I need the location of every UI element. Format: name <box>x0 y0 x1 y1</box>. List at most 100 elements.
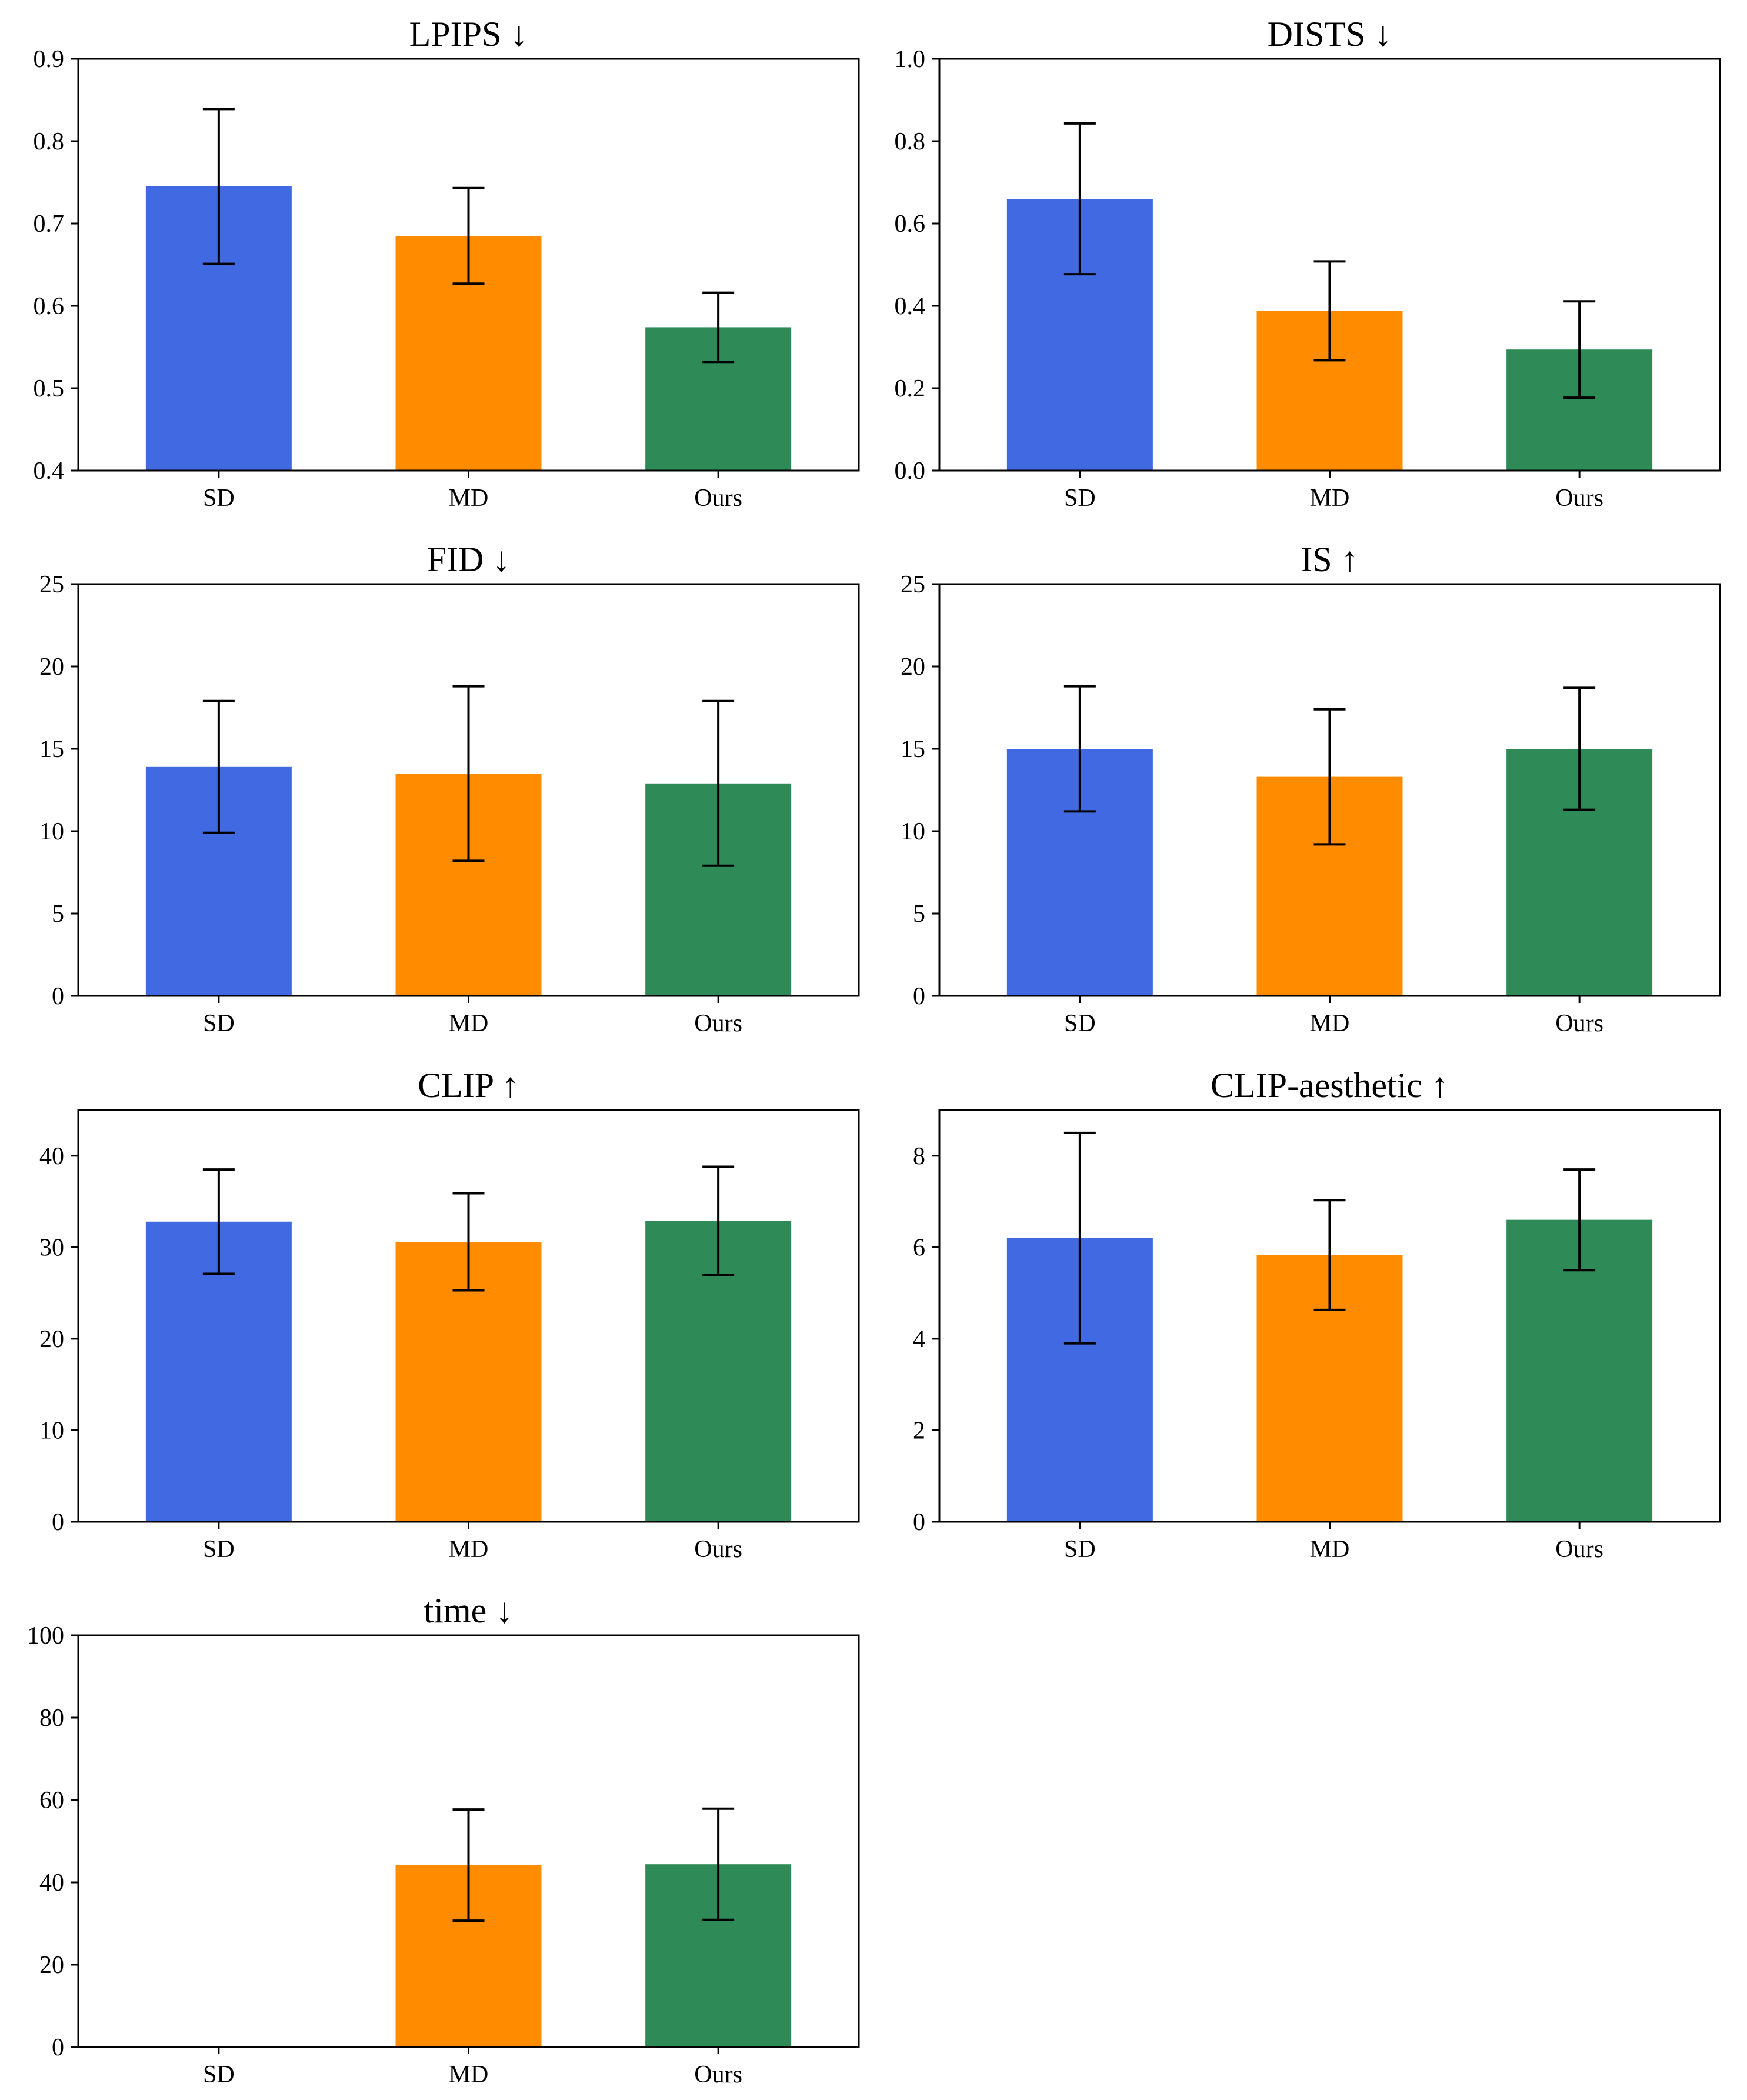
y-tick-label: 30 <box>39 1234 64 1261</box>
y-tick-label: 25 <box>901 571 925 598</box>
panel-title: DISTS ↓ <box>1268 15 1392 54</box>
y-tick-label: 2 <box>913 1417 925 1444</box>
y-tick-label: 0.7 <box>34 211 65 238</box>
y-tick-label: 20 <box>39 1952 64 1979</box>
y-tick-label: 8 <box>913 1143 925 1170</box>
error-bar-sd <box>1063 1131 1096 1345</box>
y-tick-label: 4 <box>913 1326 925 1353</box>
y-tick-label: 40 <box>39 1143 64 1170</box>
y-tick-label: 0.8 <box>895 128 926 155</box>
panel-title: LPIPS ↓ <box>409 15 528 54</box>
y-tick-label: 0.4 <box>34 458 65 485</box>
y-tick-label: 15 <box>901 736 925 763</box>
y-tick-label: 20 <box>901 654 925 681</box>
y-tick-label: 20 <box>39 654 64 681</box>
panel-is: IS ↑ SD MD Ours 0 5 10 15 20 25 <box>901 540 1721 1037</box>
y-tick-label: 0 <box>913 983 925 1010</box>
axes-frame <box>77 1109 860 1523</box>
x-tick-label: Ours <box>1555 485 1603 512</box>
x-tick-label: MD <box>1310 485 1350 512</box>
x-tick-label: MD <box>449 2061 489 2088</box>
x-tick-label: MD <box>1310 1010 1350 1037</box>
axes-frame <box>938 58 1721 472</box>
error-bar-md <box>1313 708 1346 846</box>
x-tick-label: Ours <box>694 1010 742 1037</box>
panel-title: CLIP-aesthetic ↑ <box>1211 1066 1449 1105</box>
panel-time: time ↓ SD MD Ours 0 20 40 60 80 100 <box>27 1591 860 2088</box>
error-bar-md <box>452 186 485 285</box>
y-tick-label: 0.6 <box>895 211 926 238</box>
y-tick-label: 5 <box>913 901 925 928</box>
x-tick-label: SD <box>203 1010 235 1037</box>
x-tick-label: SD <box>1064 1536 1096 1563</box>
error-bar-ours <box>702 291 735 364</box>
axes-frame <box>938 1109 1721 1523</box>
panel-clip: CLIP ↑ SD MD Ours 0 10 20 30 40 <box>39 1066 860 1563</box>
y-tick-label: 0.8 <box>34 128 65 155</box>
error-bar-md <box>1313 260 1346 362</box>
x-tick-label: MD <box>449 485 489 512</box>
x-tick-label: SD <box>203 2061 235 2088</box>
y-tick-label: 0.6 <box>34 293 65 320</box>
error-bar-sd <box>1063 685 1096 813</box>
panel-title: CLIP ↑ <box>418 1066 519 1105</box>
error-bar-ours <box>1563 1168 1596 1272</box>
error-bar-sd <box>202 108 235 265</box>
y-tick-label: 6 <box>913 1234 925 1261</box>
error-bar-ours <box>702 1807 735 1921</box>
y-tick-label: 25 <box>39 571 64 598</box>
y-tick-label: 100 <box>27 1622 64 1649</box>
error-bar-sd <box>202 699 235 834</box>
y-tick-label: 1.0 <box>895 46 926 73</box>
panel-title: IS ↑ <box>1301 540 1358 579</box>
axes-frame <box>77 583 860 997</box>
x-tick-label: Ours <box>1555 1010 1603 1037</box>
y-tick-label: 5 <box>52 901 64 928</box>
y-tick-label: 10 <box>39 818 64 845</box>
axes-frame <box>77 58 860 472</box>
error-bar-sd <box>1063 122 1096 276</box>
error-bar-md <box>452 685 485 862</box>
axes-frame <box>938 583 1721 997</box>
y-tick-label: 10 <box>39 1417 64 1444</box>
x-tick-label: SD <box>203 1536 235 1563</box>
y-tick-label: 40 <box>39 1869 64 1896</box>
y-tick-label: 0 <box>52 1509 64 1536</box>
y-tick-label: 0.2 <box>895 375 926 402</box>
x-tick-label: SD <box>1064 485 1096 512</box>
x-tick-label: SD <box>203 485 235 512</box>
x-tick-label: Ours <box>694 1536 742 1563</box>
y-tick-label: 0 <box>52 983 64 1010</box>
y-tick-label: 0.5 <box>34 375 65 402</box>
y-tick-label: 0.4 <box>895 293 926 320</box>
error-bar-md <box>452 1192 485 1292</box>
y-tick-label: 80 <box>39 1705 64 1732</box>
error-bar-ours <box>702 1165 735 1276</box>
error-bar-md <box>452 1808 485 1922</box>
y-tick-label: 0.9 <box>34 46 65 73</box>
panel-clip-aesthetic: CLIP-aesthetic ↑ SD MD Ours 0 2 4 6 8 <box>913 1066 1721 1563</box>
y-tick-label: 0 <box>913 1509 925 1536</box>
y-tick-label: 10 <box>901 818 925 845</box>
panel-lpips: LPIPS ↓ SD MD Ours 0.4 0.5 0.6 0.7 0.8 0.9 <box>34 15 860 512</box>
x-tick-label: MD <box>1310 1536 1350 1563</box>
error-bar-ours <box>1563 300 1596 399</box>
x-tick-label: MD <box>449 1536 489 1563</box>
axes-frame <box>77 1634 860 2048</box>
x-tick-label: MD <box>449 1010 489 1037</box>
panel-dists: DISTS ↓ SD MD Ours 0.0 0.2 0.4 0.6 0.8 1.0 <box>895 15 1721 512</box>
x-tick-label: Ours <box>1555 1536 1603 1563</box>
error-bar-ours <box>702 699 735 867</box>
y-tick-label: 0.0 <box>895 458 926 485</box>
y-tick-label: 0 <box>52 2034 64 2061</box>
error-bar-md <box>1313 1199 1346 1311</box>
error-bar-ours <box>1563 686 1596 811</box>
error-bar-sd <box>202 1168 235 1275</box>
y-tick-label: 60 <box>39 1787 64 1814</box>
x-tick-label: SD <box>1064 1010 1096 1037</box>
y-tick-label: 20 <box>39 1326 64 1353</box>
y-tick-label: 15 <box>39 736 64 763</box>
x-tick-label: Ours <box>694 485 742 512</box>
panel-title: time ↓ <box>424 1591 514 1630</box>
